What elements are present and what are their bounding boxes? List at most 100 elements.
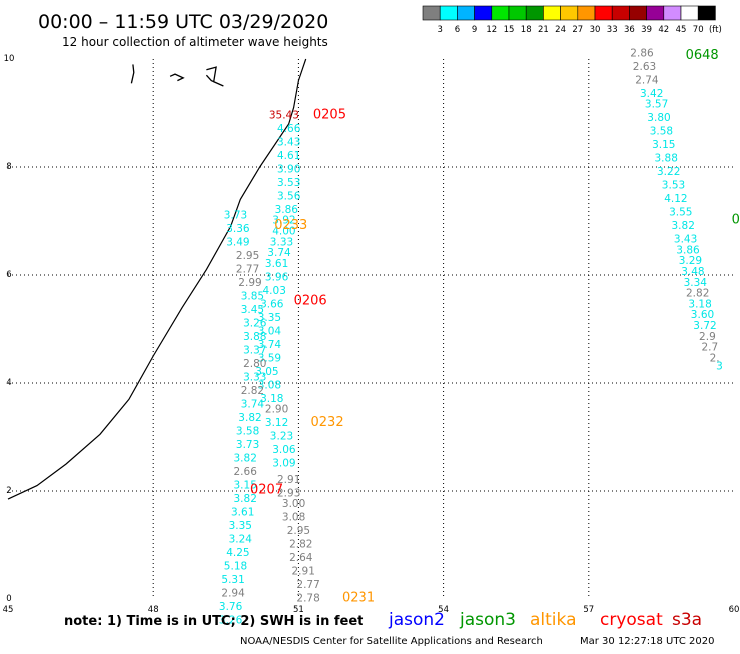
- wave-height-value: 2.: [710, 352, 720, 364]
- scale-label: 30: [590, 25, 601, 35]
- wave-height-value: 2.82: [289, 539, 312, 551]
- scale-swatch: [422, 5, 441, 21]
- wave-height-value: 3.82: [234, 452, 257, 464]
- scale-label: 18: [521, 25, 532, 35]
- y-tick-label: 10: [4, 54, 15, 64]
- x-tick-label: 60: [729, 605, 740, 615]
- wave-height-value: 3.80: [647, 112, 670, 124]
- scale-swatch: [680, 5, 699, 21]
- scale-swatch: [663, 5, 682, 21]
- scale-label: 3: [437, 25, 442, 35]
- wave-height-value: 2.91: [277, 474, 300, 486]
- scale-label: 15: [504, 25, 515, 35]
- satellite-legend: jason2 jason3 altika cryosat s3a: [388, 610, 702, 630]
- wave-height-value: 2.63: [633, 61, 656, 73]
- wave-height-value: 3.05: [255, 366, 278, 378]
- wave-height-value: 3.18: [260, 393, 283, 405]
- wave-height-value: 4.12: [664, 193, 687, 205]
- wave-height-value: 4.66: [277, 123, 301, 135]
- wave-height-value: 4.03: [263, 285, 286, 297]
- wave-height-value: 2.99: [238, 277, 261, 289]
- wave-height-value: 3.96: [265, 271, 289, 283]
- y-tick-label: 2: [6, 486, 11, 496]
- pass-time-labels: 0205 0233 0206 0232 0207 0231 0648 0: [250, 48, 740, 606]
- wave-height-value: 2.80: [243, 358, 266, 370]
- wave-height-value: 3.24: [229, 533, 253, 545]
- wave-height-value: 3.66: [260, 298, 284, 310]
- wave-height-value: 4.61: [277, 150, 300, 162]
- legend-jason3: jason3: [459, 610, 516, 630]
- coastline-path: [7, 58, 307, 500]
- scale-label: 24: [555, 25, 566, 35]
- pass-time-label: 0233: [274, 218, 307, 233]
- scale-label: 45: [676, 25, 687, 35]
- wave-height-value: 2.66: [234, 466, 258, 478]
- wave-height-value: 3.33: [270, 236, 293, 248]
- scale-swatch: [646, 5, 665, 21]
- coastline: [7, 58, 307, 500]
- wave-height-value: 2.90: [265, 404, 288, 416]
- wave-height-value: 3.26: [219, 614, 243, 626]
- wave-height-value: 3.29: [679, 255, 702, 267]
- legend-cryosat: cryosat: [600, 610, 663, 630]
- wave-height-value: 2.94: [221, 587, 245, 599]
- legend-altika: altika: [530, 610, 577, 630]
- wave-height-value: 2.95: [287, 525, 310, 537]
- wave-height-value: 2.86: [630, 47, 654, 59]
- wave-height-value: 3.57: [645, 99, 668, 111]
- scale-swatch: [491, 5, 510, 21]
- grid-lines: [8, 59, 734, 599]
- wave-height-value: 3.92: [272, 215, 295, 227]
- island-outline: [205, 66, 224, 87]
- scale-label: 42: [658, 25, 669, 35]
- scale-label: 39: [641, 25, 652, 35]
- wave-height-value: 3.22: [657, 166, 680, 178]
- pass-time-label: 0206: [294, 294, 327, 309]
- pass-time-label: 0648: [686, 48, 719, 63]
- scale-swatch: [457, 5, 475, 21]
- scale-label: 21: [538, 25, 549, 35]
- wave-height-value: 4.25: [226, 547, 249, 559]
- scale-label: 27: [572, 25, 583, 35]
- wave-height-value: 3.53: [277, 177, 300, 189]
- scale-label: 12: [486, 25, 497, 35]
- wave-height-value: 3.09: [272, 458, 295, 470]
- footer-note: note: 1) Time is in UTC; 2) SWH is in fe…: [64, 614, 363, 629]
- wave-height-value: 3.88: [655, 153, 678, 165]
- scale-label: 70: [693, 25, 704, 35]
- x-tick-label: 45: [3, 605, 14, 615]
- scale-swatch: [525, 5, 544, 21]
- wave-height-value: 2.93: [277, 487, 300, 499]
- wave-height-value: 3.15: [652, 139, 675, 151]
- color-scale: 3 6 9 12 15 18 21 24 27 30 33 36 39 42 45 70 (ft): [422, 5, 722, 35]
- scale-swatch: [508, 5, 527, 21]
- wave-height-value: 3.37: [243, 344, 266, 356]
- chart-subtitle: 12 hour collection of altimeter wave hei…: [62, 35, 328, 49]
- wave-height-value: 3.48: [681, 266, 704, 278]
- footer-timestamp: Mar 30 12:27:18 UTC 2020: [580, 636, 715, 647]
- x-tick-label: 48: [148, 605, 159, 615]
- pass-time-label: 0232: [311, 415, 344, 430]
- wave-height-value: 3.61: [265, 258, 288, 270]
- wave-height-value: 3.34: [684, 277, 708, 289]
- scale-swatch: [577, 5, 596, 21]
- scale-swatch: [629, 5, 647, 21]
- wave-height-value: 3.15: [234, 479, 257, 491]
- wave-height-value: 3.42: [640, 88, 663, 100]
- wave-height-value: 3.53: [662, 180, 685, 192]
- wave-height-value: 3.04: [258, 325, 282, 337]
- wave-height-labels: 35.434.663.434.613.903.533.563.863.924.0…: [219, 47, 723, 626]
- pass-time-label: 0205: [313, 107, 346, 122]
- wave-height-value: 3.74: [241, 398, 265, 410]
- scale-label: 6: [455, 25, 460, 35]
- wave-height-value: 3.85: [241, 290, 264, 302]
- wave-height-value: 3: [716, 361, 723, 373]
- scale-swatch: [560, 5, 579, 21]
- wave-height-value: 5.31: [221, 574, 244, 586]
- wave-height-value: 3.55: [669, 207, 692, 219]
- y-tick-label: 0: [6, 594, 11, 604]
- wave-height-value: 3.06: [272, 444, 296, 456]
- wave-height-value: 2.77: [236, 263, 259, 275]
